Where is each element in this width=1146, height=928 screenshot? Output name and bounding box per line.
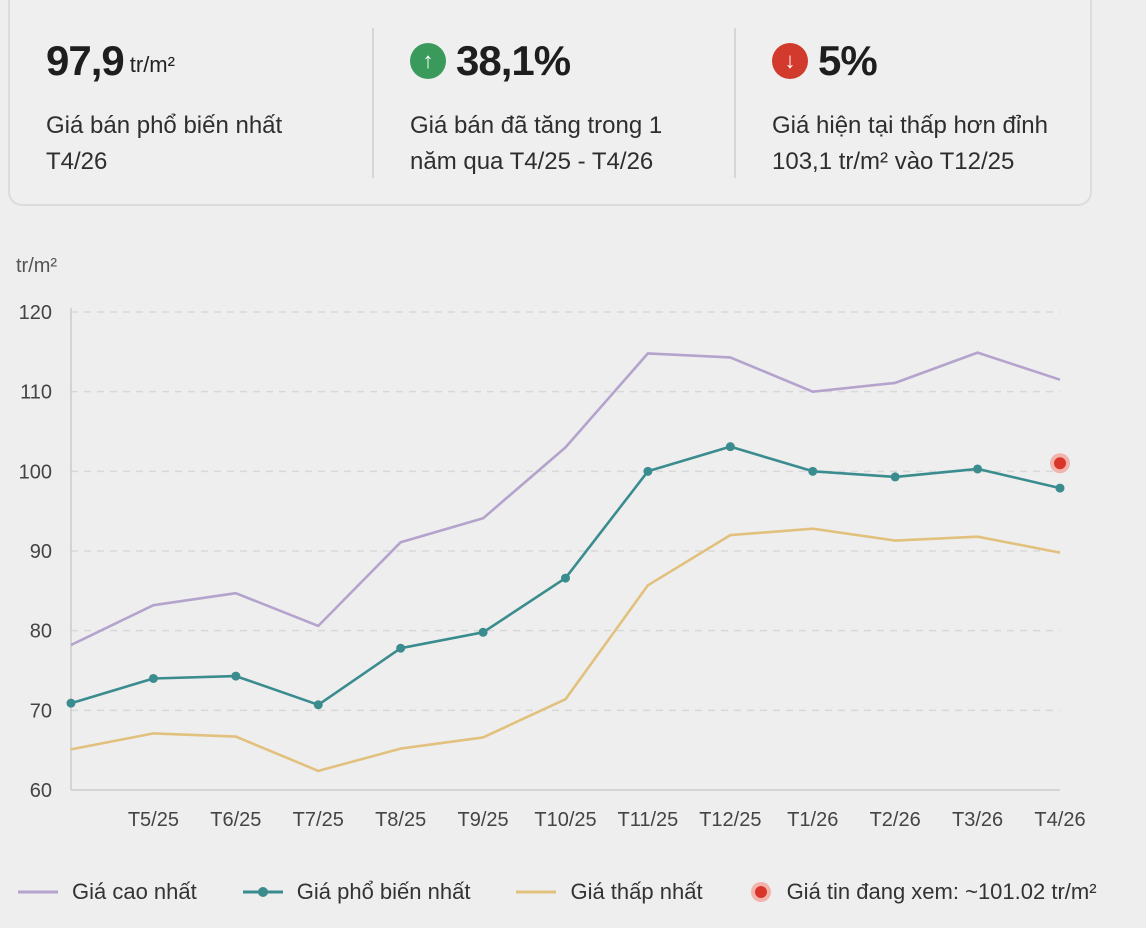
- x-tick-label: T12/25: [699, 809, 761, 831]
- x-tick-label: T9/25: [458, 809, 509, 831]
- stat-description: Giá bán phổ biến nhất T4/26: [46, 112, 283, 175]
- stat-yearly-increase: ↑ 38,1% Giá bán đã tăng trong 1 năm qua …: [372, 28, 736, 178]
- y-tick-label: 110: [20, 382, 52, 404]
- legend-swatch-high: [18, 890, 58, 894]
- legend-swatch-low: [516, 890, 557, 894]
- x-tick-label: T4/26: [1034, 809, 1085, 831]
- stat-value: 5%: [818, 37, 878, 84]
- legend-label: Giá cao nhất: [72, 879, 197, 904]
- data-point-common: [66, 698, 76, 708]
- y-tick-label: 100: [19, 461, 52, 483]
- series-line-low: [70, 527, 1061, 773]
- y-tick-label: 70: [30, 700, 52, 722]
- stat-unit: tr/m²: [129, 52, 175, 77]
- legend-item-high[interactable]: Giá cao nhất: [18, 879, 197, 905]
- stat-below-peak: ↓ 5% Giá hiện tại thấp hơn đỉnh 103,1 tr…: [734, 28, 1092, 178]
- y-tick-label: 120: [19, 302, 52, 324]
- stat-value: 97,9: [46, 37, 125, 84]
- legend-swatch-common: [242, 887, 283, 897]
- x-tick-label: T5/25: [128, 809, 179, 831]
- data-point-common: [808, 466, 818, 476]
- y-tick-label: 60: [30, 780, 52, 802]
- x-tick-label: T2/26: [870, 809, 921, 831]
- x-tick-label: T11/25: [618, 809, 679, 831]
- data-point-common: [396, 643, 406, 653]
- price-stats-card: 97,9 tr/m² Giá bán phổ biến nhất T4/26 ↑…: [8, 0, 1092, 206]
- legend-label: Giá phổ biến nhất: [296, 879, 471, 904]
- x-tick-label: T3/26: [952, 809, 1003, 831]
- legend-swatch-current: [750, 882, 771, 902]
- data-point-common: [890, 472, 900, 482]
- x-tick-label: T8/25: [375, 809, 426, 831]
- y-axis-unit-label: tr/m²: [16, 255, 57, 277]
- data-point-common: [313, 700, 323, 710]
- y-tick-label: 80: [30, 621, 52, 643]
- x-tick-label: T1/26: [787, 809, 838, 831]
- price-line-chart: tr/m² 60 70 80 90 100 110 120 T5/25 T6/25 T7/25 T8/…: [16, 255, 1086, 831]
- data-point-common: [973, 464, 983, 474]
- stat-description: Giá bán đã tăng trong 1 năm qua T4/25 - …: [410, 112, 663, 175]
- data-point-common: [148, 673, 158, 683]
- x-tick-label: T10/25: [534, 809, 596, 831]
- legend-item-low[interactable]: Giá thấp nhất: [516, 879, 703, 905]
- legend-item-common[interactable]: Giá phổ biến nhất: [242, 879, 471, 905]
- chart-legend: Giá cao nhất Giá phổ biến nhất Giá thấp …: [18, 874, 1138, 910]
- y-tick-label: 90: [30, 541, 52, 563]
- data-point-common: [643, 466, 653, 476]
- arrow-down-icon: ↓: [772, 43, 808, 79]
- stat-description: Giá hiện tại thấp hơn đỉnh 103,1 tr/m² v…: [772, 112, 1048, 175]
- data-point-common: [1055, 483, 1065, 493]
- x-tick-label: T6/25: [210, 809, 261, 831]
- data-point-common: [478, 627, 488, 637]
- legend-item-current-listing[interactable]: Giá tin đang xem: ~101.02 tr/m²: [749, 879, 1097, 905]
- legend-label: Giá tin đang xem: ~101.02 tr/m²: [786, 879, 1097, 904]
- data-point-common: [725, 442, 735, 452]
- data-point-common: [561, 573, 570, 583]
- x-tick-label: T7/25: [293, 809, 344, 831]
- series-line-high: [70, 351, 1061, 647]
- highlight-point-current-listing: [1054, 457, 1066, 470]
- data-point-common: [231, 671, 241, 681]
- legend-label: Giá thấp nhất: [570, 879, 703, 904]
- arrow-up-icon: ↑: [410, 43, 446, 79]
- stat-common-price: 97,9 tr/m² Giá bán phổ biến nhất T4/26: [10, 28, 372, 178]
- stat-value: 38,1%: [456, 37, 571, 84]
